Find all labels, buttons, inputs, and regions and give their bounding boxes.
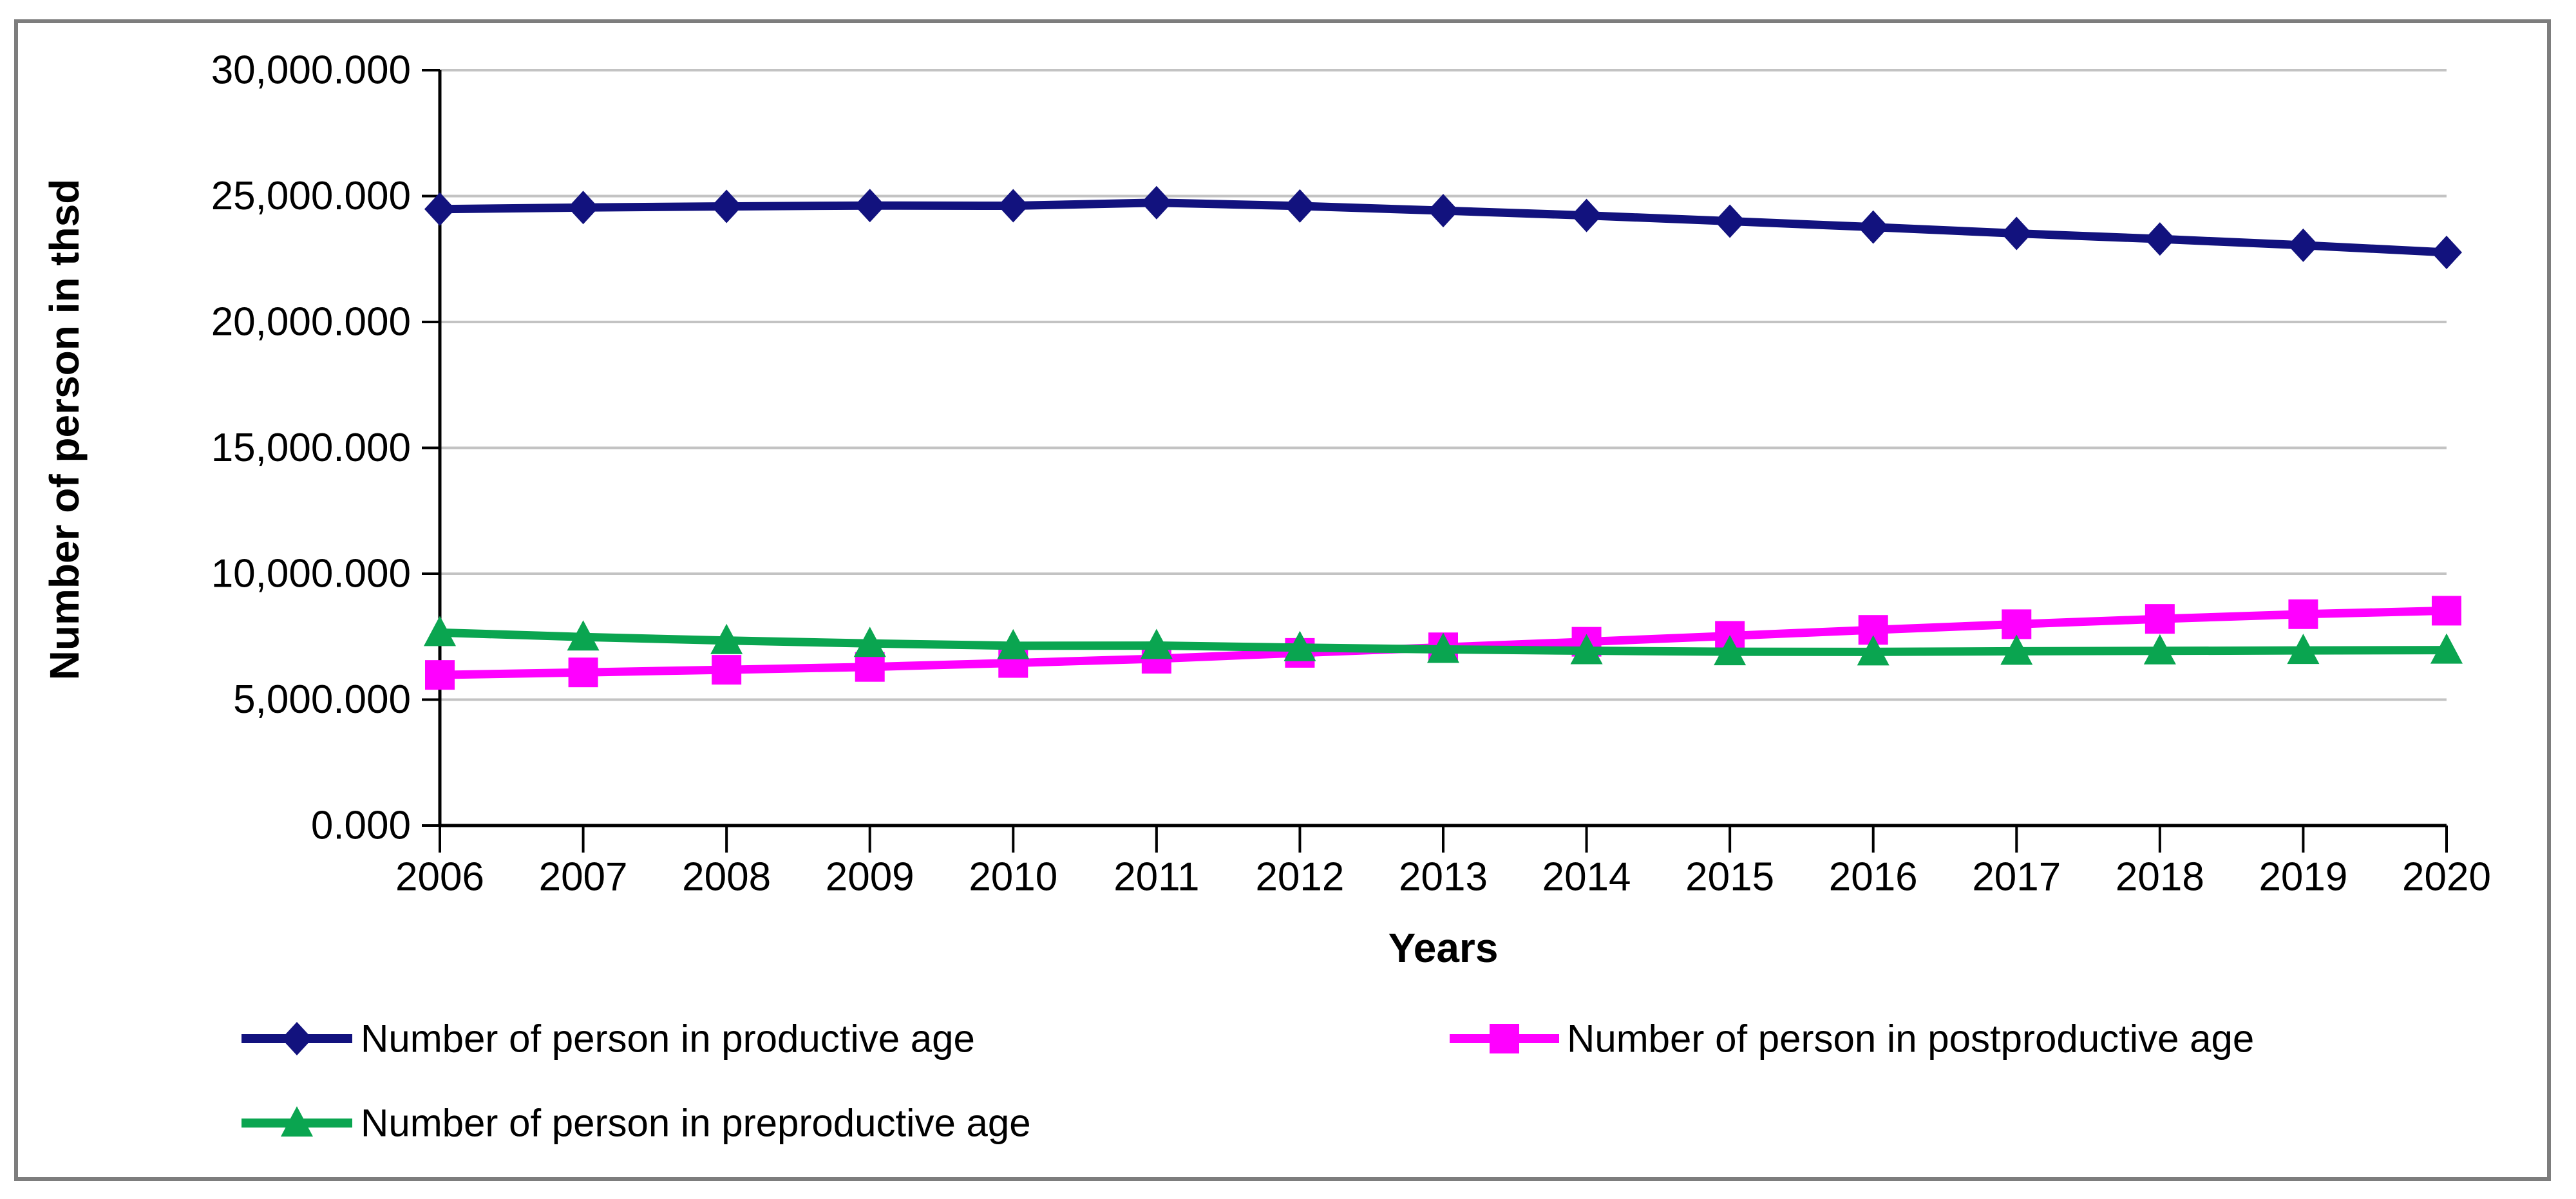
series-triangle	[424, 616, 2463, 666]
y-tick-label: 5,000.000	[233, 677, 411, 722]
y-tick-label: 30,000.000	[211, 48, 411, 93]
x-tick-label: 2014	[1542, 855, 1631, 900]
data-point-marker	[425, 660, 455, 690]
x-tick-label: 2010	[969, 855, 1057, 900]
data-point-marker	[567, 191, 599, 225]
data-point-marker	[998, 189, 1029, 223]
y-tick-label: 0.000	[311, 804, 411, 848]
data-point-marker	[1571, 198, 1602, 232]
data-point-marker	[855, 652, 885, 682]
x-tick-label: 2013	[1399, 855, 1488, 900]
data-point-marker	[281, 1022, 312, 1055]
x-tick-label: 2008	[682, 855, 771, 900]
data-point-marker	[2143, 634, 2176, 665]
y-axis-ticks: 0.000 5,000.000 10,000.000 15,000.000 20,000…	[211, 48, 440, 848]
x-axis-title: Years	[1388, 925, 1499, 971]
data-point-marker	[1140, 628, 1173, 659]
x-tick-label: 2016	[1829, 855, 1918, 900]
data-point-marker	[567, 620, 600, 651]
series-diamond	[424, 185, 2462, 269]
data-point-marker	[2432, 596, 2461, 626]
x-tick-label: 2009	[826, 855, 914, 900]
y-tick-label: 15,000.000	[211, 426, 411, 470]
data-point-marker	[1284, 189, 1316, 223]
data-point-marker	[1490, 1024, 1519, 1053]
data-point-marker	[1141, 185, 1172, 220]
data-point-marker	[710, 623, 743, 654]
x-tick-label: 2020	[2402, 855, 2491, 900]
data-point-marker	[2431, 235, 2462, 269]
data-point-marker	[2287, 634, 2320, 665]
data-series	[424, 185, 2463, 690]
legend-key-square	[1450, 1024, 1559, 1053]
legend-label-postproductive: Number of person in postproductive age	[1567, 1017, 2254, 1061]
data-point-marker	[853, 627, 886, 657]
data-point-marker	[1428, 194, 1459, 228]
data-point-marker	[2144, 222, 2175, 256]
data-point-marker	[1857, 635, 1889, 666]
data-point-marker	[424, 192, 455, 226]
data-point-marker	[2430, 633, 2463, 664]
data-point-marker	[1714, 204, 1746, 238]
y-tick-label: 20,000.000	[211, 300, 411, 345]
y-axis-title: Number of person in thsd	[41, 179, 88, 681]
data-point-marker	[1570, 634, 1603, 665]
data-point-marker	[997, 628, 1030, 659]
data-point-marker	[2287, 228, 2319, 262]
legend-label-preproductive: Number of person in preproductive age	[361, 1102, 1031, 1145]
data-point-marker	[2002, 609, 2032, 639]
legend-key-triangle	[242, 1106, 352, 1137]
legend-label-productive: Number of person in productive age	[361, 1017, 975, 1061]
data-point-marker	[2145, 604, 2175, 634]
y-tick-label: 25,000.000	[211, 174, 411, 218]
data-point-marker	[1857, 210, 1889, 244]
data-point-marker	[281, 1106, 313, 1137]
x-tick-label: 2011	[1113, 855, 1199, 900]
y-tick-label: 10,000.000	[211, 552, 411, 596]
data-point-marker	[712, 655, 742, 685]
x-tick-label: 2012	[1255, 855, 1344, 900]
legend-markers	[242, 1022, 1559, 1137]
data-point-marker	[424, 616, 456, 647]
data-point-marker	[1427, 632, 1459, 663]
data-point-marker	[1283, 630, 1316, 661]
data-point-marker	[1714, 635, 1747, 666]
x-tick-label: 2017	[1972, 855, 2061, 900]
x-tick-label: 2015	[1685, 855, 1774, 900]
x-axis-ticks: 2006 2007 2008 2009 2010 2011 2012 2013 2014 2015…	[395, 826, 2491, 900]
x-tick-label: 2018	[2116, 855, 2204, 900]
data-point-marker	[711, 189, 743, 223]
legend-key-diamond	[242, 1022, 352, 1055]
data-point-marker	[854, 189, 886, 223]
data-point-marker	[2000, 634, 2033, 665]
x-tick-label: 2007	[539, 855, 628, 900]
data-point-marker	[2001, 216, 2032, 250]
x-tick-label: 2006	[395, 855, 484, 900]
data-point-marker	[2288, 599, 2318, 629]
x-tick-label: 2019	[2259, 855, 2347, 900]
data-point-marker	[568, 657, 598, 688]
